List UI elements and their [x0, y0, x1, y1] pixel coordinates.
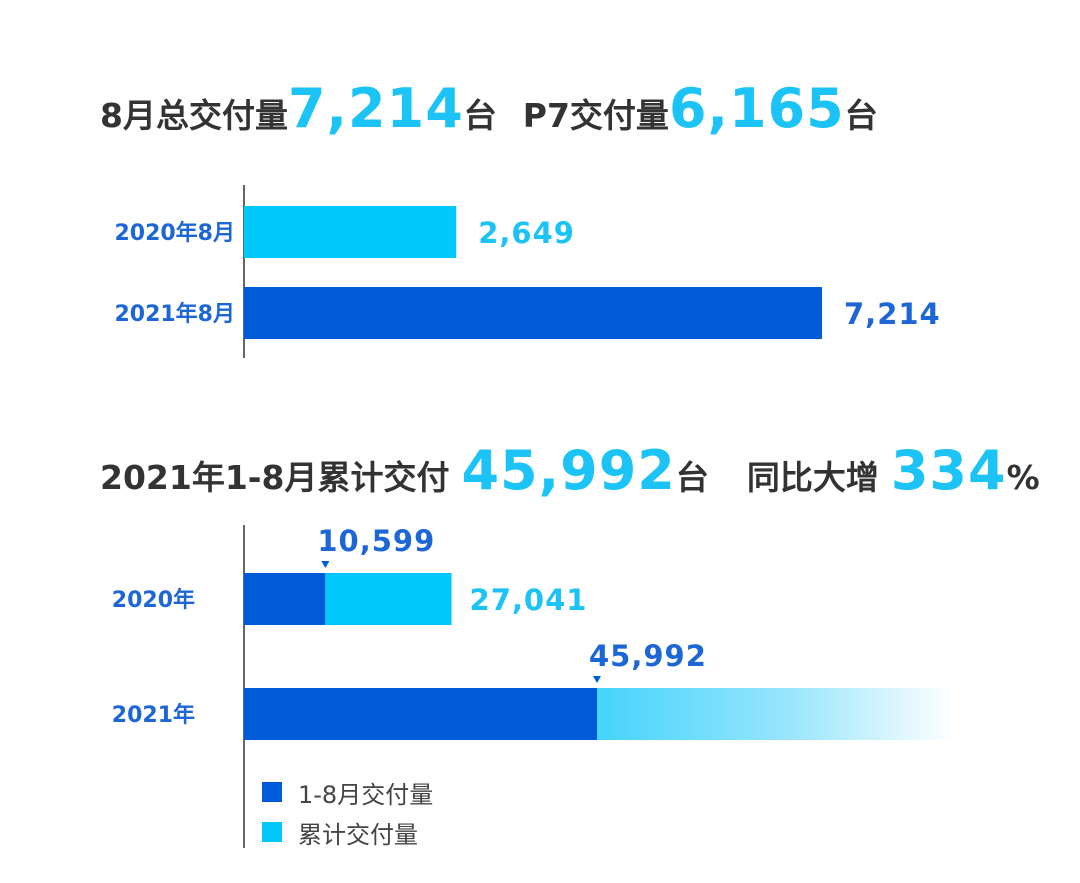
- headline-cumulative-unit: 台: [675, 458, 709, 497]
- data-label: 45,992: [589, 639, 707, 673]
- headline-cumulative-label: 2021年1-8月累计交付: [100, 458, 450, 497]
- bar: [244, 206, 457, 258]
- data-label: 27,041: [470, 583, 588, 617]
- data-label: 7,214: [844, 297, 941, 331]
- headline-yoy-pct: %: [1006, 458, 1040, 497]
- legend-item: 累计交付量: [262, 812, 433, 852]
- headline-p7-unit: 台: [844, 96, 878, 135]
- headline-monthly: 8月总交付量7,214台 P7交付量6,165台: [100, 82, 878, 136]
- bar-segment-period: [244, 688, 597, 740]
- headline-monthly-unit: 台: [463, 96, 497, 135]
- data-label: 2,649: [478, 216, 575, 250]
- headline-monthly-total-value: 7,214: [287, 77, 464, 140]
- legend-label: 累计交付量: [298, 820, 418, 849]
- august-deliveries-chart: 2020年8月 2,649 2021年8月 7,214: [114, 185, 941, 358]
- headline-yoy-label: 同比大增: [746, 458, 879, 497]
- category-label: 2020年8月: [114, 220, 235, 246]
- data-label: 10,599: [317, 524, 435, 558]
- legend-label: 1-8月交付量: [298, 780, 434, 809]
- headline-monthly-label: 8月总交付量: [100, 96, 288, 135]
- bar: [244, 287, 822, 339]
- category-label: 2021年8月: [114, 301, 235, 327]
- boundary-marker-icon: [321, 561, 330, 568]
- cumulative-deliveries-chart: 2020年 27,041 10,599 2021年 45,992: [112, 524, 954, 848]
- legend: 1-8月交付量 累计交付量: [262, 772, 433, 852]
- headline-p7-value: 6,165: [668, 77, 845, 140]
- category-label: 2021年: [112, 702, 195, 728]
- boundary-marker-icon: [593, 676, 601, 683]
- bar-segment-cumulative-faded: [597, 688, 954, 740]
- category-label: 2020年: [112, 587, 195, 613]
- headline-cumulative: 2021年1-8月累计交付 45,992台 同比大增 334%: [100, 444, 1040, 498]
- headline-p7-label: P7交付量: [522, 96, 669, 135]
- legend-swatch-dark: [262, 782, 282, 802]
- bar-segment-period: [244, 573, 326, 625]
- headline-cumulative-value: 45,992: [461, 439, 676, 502]
- legend-swatch-light: [262, 822, 282, 842]
- bar-segment-cumulative: [325, 573, 452, 625]
- headline-yoy-value: 334: [890, 439, 1007, 502]
- legend-item: 1-8月交付量: [262, 772, 433, 812]
